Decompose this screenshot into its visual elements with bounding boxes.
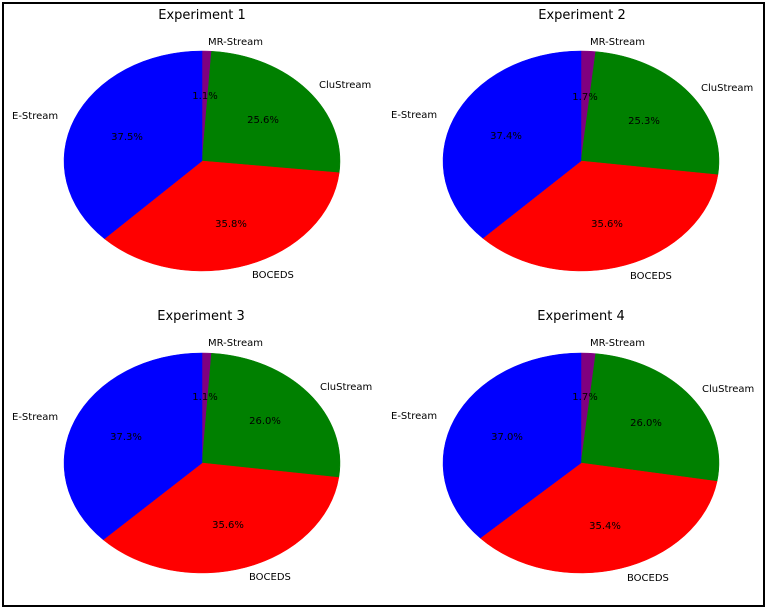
slice-pct-boceds: 35.4%	[589, 521, 621, 532]
pie-chart-4: Experiment 4 MR-Stream CluStream BOCEDS …	[391, 309, 754, 584]
slice-label-clustream: CluStream	[319, 80, 371, 91]
slice-pct-clustream: 26.0%	[249, 416, 281, 427]
slice-label-mr-stream: MR-Stream	[208, 338, 263, 349]
pie-slice-boceds	[104, 160, 340, 272]
slice-label-mr-stream: MR-Stream	[590, 37, 645, 48]
pie-chart-3: Experiment 3 MR-Stream CluStream BOCEDS …	[12, 309, 372, 583]
slice-pct-clustream: 25.3%	[628, 116, 660, 127]
slice-label-e-stream: E-Stream	[391, 110, 437, 121]
slice-label-boceds: BOCEDS	[630, 271, 672, 282]
slice-pct-clustream: 26.0%	[630, 418, 662, 429]
slice-pct-e-stream: 37.4%	[490, 131, 522, 142]
slice-label-boceds: BOCEDS	[627, 573, 669, 584]
slice-label-e-stream: E-Stream	[12, 412, 58, 423]
slice-label-mr-stream: MR-Stream	[590, 338, 645, 349]
slice-pct-boceds: 35.6%	[591, 219, 623, 230]
pie-slice-boceds	[482, 160, 719, 272]
slice-label-mr-stream: MR-Stream	[208, 37, 263, 48]
slice-label-clustream: CluStream	[701, 83, 753, 94]
slice-pct-mr-stream: 1.7%	[572, 392, 597, 403]
slice-pct-mr-stream: 1.1%	[192, 392, 217, 403]
slice-label-boceds: BOCEDS	[249, 572, 291, 583]
pie-slice-clustream	[201, 352, 341, 478]
pie-slice-clustream	[580, 353, 720, 482]
slice-label-boceds: BOCEDS	[252, 270, 294, 281]
slice-label-e-stream: E-Stream	[12, 111, 58, 122]
slice-pct-e-stream: 37.0%	[491, 432, 523, 443]
slice-pct-mr-stream: 1.1%	[192, 91, 217, 102]
pie-slice-e-stream	[63, 50, 203, 240]
pie-slice-e-stream	[63, 352, 203, 541]
slice-pct-boceds: 35.8%	[215, 219, 247, 230]
pie-slice-clustream	[580, 51, 720, 176]
slice-label-e-stream: E-Stream	[391, 411, 437, 422]
pie-chart-1: Experiment 1 MR-Stream CluStream BOCEDS …	[12, 8, 371, 281]
slice-pct-clustream: 25.6%	[247, 115, 279, 126]
slice-pct-mr-stream: 1.7%	[572, 92, 597, 103]
chart-title: Experiment 4	[537, 309, 625, 324]
slice-pct-e-stream: 37.5%	[111, 132, 143, 143]
pie-slice-boceds	[102, 462, 340, 574]
pie-slice-clustream	[201, 50, 341, 173]
chart-title: Experiment 3	[157, 309, 245, 324]
slice-pct-e-stream: 37.3%	[110, 432, 142, 443]
slice-label-clustream: CluStream	[320, 382, 372, 393]
chart-title: Experiment 1	[158, 8, 246, 23]
pie-chart-2: Experiment 2 MR-Stream CluStream BOCEDS …	[391, 8, 753, 282]
pie-slice-boceds	[479, 462, 718, 574]
slice-pct-boceds: 35.6%	[212, 520, 244, 531]
slice-label-clustream: CluStream	[702, 384, 754, 395]
pie-slice-e-stream	[442, 50, 582, 239]
pie-slice-e-stream	[442, 352, 582, 539]
chart-title: Experiment 2	[538, 8, 626, 23]
